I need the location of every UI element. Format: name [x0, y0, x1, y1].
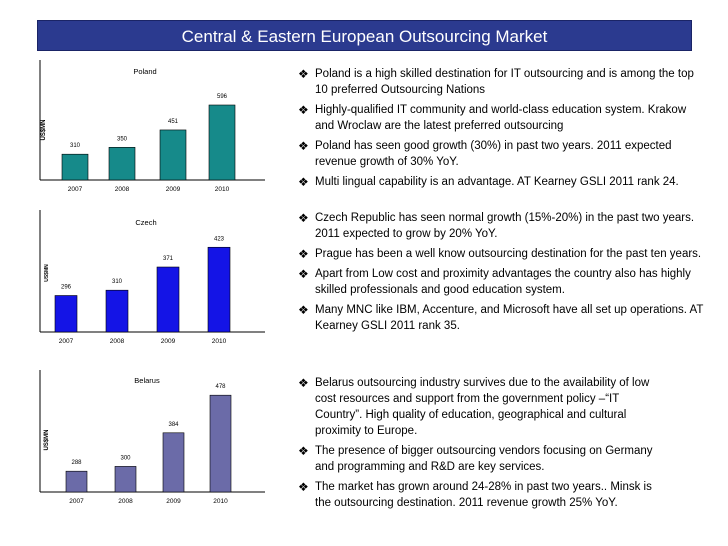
bullet-item: ❖ Poland is a high skilled destination fo…	[298, 66, 708, 98]
diamond-bullet-icon: ❖	[298, 303, 309, 317]
title-bar: Central & Eastern European Outsourcing M…	[37, 20, 692, 51]
bullet-item: ❖ The market has grown around 24-28% in p…	[298, 479, 668, 511]
diamond-bullet-icon: ❖	[298, 211, 309, 225]
y-axis-label: US$MN	[41, 119, 47, 140]
bullet-item: ❖ Multi lingual capability is an advantag…	[298, 174, 708, 190]
data-label: 350	[117, 136, 128, 142]
bullet-text: Prague has been a well know outsourcing …	[315, 248, 702, 260]
x-tick-label: 2008	[110, 338, 125, 345]
bullet-item: ❖ Many MNC like IBM, Accenture, and Micro…	[298, 302, 708, 334]
bullet-item: ❖ Belarus outsourcing industry survives d…	[298, 375, 668, 439]
x-tick-label: 2010	[215, 186, 230, 193]
x-tick-label: 2009	[166, 498, 181, 505]
bar-2009	[162, 432, 185, 493]
x-tick-label: 2007	[59, 338, 74, 345]
diamond-bullet-icon: ❖	[298, 175, 309, 189]
chart-title: Czech	[135, 218, 156, 227]
x-tick-label: 2008	[118, 498, 133, 505]
chart-title: Belarus	[134, 376, 160, 385]
x-tick-label: 2010	[212, 338, 227, 345]
x-tick-label: 2007	[68, 186, 83, 193]
page-title: Central & Eastern European Outsourcing M…	[181, 27, 548, 46]
data-label: 423	[214, 236, 225, 242]
data-label: 384	[168, 422, 179, 428]
bullet-text: Poland has seen good growth (30%) in pas…	[315, 140, 672, 168]
y-axis-label: US$MN	[44, 429, 50, 450]
data-label: 596	[217, 94, 228, 100]
data-label: 451	[168, 119, 179, 125]
bullet-item: ❖ Highly-qualified IT community and world…	[298, 102, 708, 134]
data-label: 310	[70, 143, 81, 149]
bar-2007	[61, 153, 89, 181]
bullet-text: Multi lingual capability is an advantage…	[315, 176, 679, 188]
bullet-item: ❖ Czech Republic has seen normal growth (…	[298, 210, 708, 242]
bar-2007	[65, 470, 88, 493]
bullet-text: Many MNC like IBM, Accenture, and Micros…	[315, 304, 704, 332]
bar-2010	[208, 104, 236, 181]
bar-2008	[114, 466, 137, 493]
bullet-item: ❖ Poland has seen good growth (30%) in pa…	[298, 138, 708, 170]
data-label: 478	[215, 384, 226, 390]
diamond-bullet-icon: ❖	[298, 267, 309, 281]
chart-title: Poland	[133, 67, 156, 76]
data-label: 371	[163, 256, 174, 262]
bullet-text: Highly-qualified IT community and world-…	[315, 104, 687, 132]
diamond-bullet-icon: ❖	[298, 103, 309, 117]
bar-2010	[207, 246, 231, 333]
diamond-bullet-icon: ❖	[298, 247, 309, 261]
czech-chart: Czech US$MN 296 2007 310 2008 371 2009 423 2010	[39, 210, 265, 345]
bullet-text: Apart from Low cost and proximity advant…	[315, 268, 691, 296]
data-label: 288	[71, 460, 82, 466]
bullet-text: The presence of bigger outsourcing vendo…	[315, 445, 653, 473]
y-axis-label: US$MN	[44, 264, 50, 282]
belarus-chart: Belarus US$MN 288 2007 300 2008 384 2009 478 2010	[39, 370, 265, 505]
diamond-bullet-icon: ❖	[298, 480, 309, 494]
diamond-bullet-icon: ❖	[298, 376, 309, 390]
data-label: 296	[61, 285, 72, 291]
bullet-text: The market has grown around 24-28% in pa…	[315, 481, 652, 509]
x-tick-label: 2007	[69, 498, 84, 505]
bullet-text: Poland is a high skilled destination for…	[315, 68, 694, 96]
bullet-item: ❖ Apart from Low cost and proximity advan…	[298, 266, 708, 298]
bar-2007	[54, 295, 78, 333]
bar-2008	[108, 147, 136, 181]
bar-2010	[209, 394, 232, 493]
x-tick-label: 2009	[161, 338, 176, 345]
x-tick-label: 2008	[115, 186, 130, 193]
belarus-bullets: ❖ Belarus outsourcing industry survives d…	[298, 375, 668, 515]
diamond-bullet-icon: ❖	[298, 444, 309, 458]
czech-bullets: ❖ Czech Republic has seen normal growth (…	[298, 210, 708, 338]
bar-2008	[105, 289, 129, 333]
poland-bullets: ❖ Poland is a high skilled destination fo…	[298, 66, 708, 194]
data-label: 310	[112, 279, 123, 285]
diamond-bullet-icon: ❖	[298, 139, 309, 153]
bar-2009	[156, 266, 180, 333]
diamond-bullet-icon: ❖	[298, 67, 309, 81]
data-label: 300	[120, 455, 131, 461]
bullet-item: ❖ Prague has been a well know outsourcin…	[298, 246, 708, 262]
bullet-text: Czech Republic has seen normal growth (1…	[315, 212, 695, 240]
bar-2009	[159, 129, 187, 181]
x-tick-label: 2010	[213, 498, 228, 505]
poland-chart: Poland US$MN 310 2007 350 2008 451 2009 596 2010	[39, 60, 265, 193]
bullet-text: Belarus outsourcing industry survives du…	[315, 377, 650, 437]
x-tick-label: 2009	[166, 186, 181, 193]
bullet-item: ❖ The presence of bigger outsourcing vend…	[298, 443, 668, 475]
